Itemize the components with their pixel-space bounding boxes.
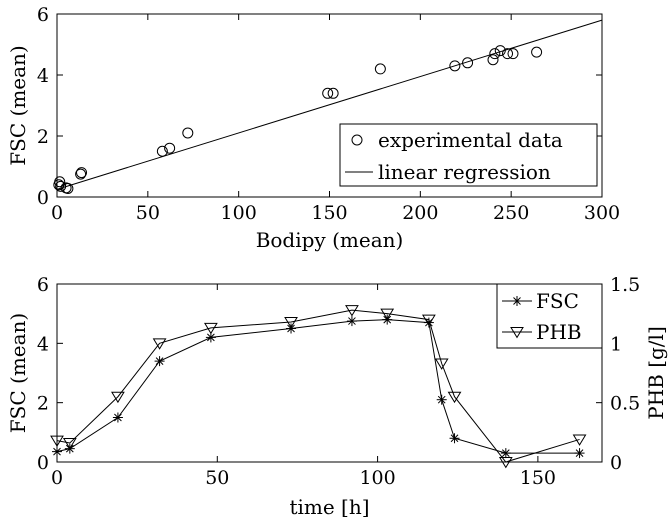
x-axis-label: time [h]	[289, 495, 369, 519]
x-tick-label: 150	[311, 202, 347, 224]
y-right-tick-label: 0	[610, 452, 622, 474]
data-point	[449, 60, 461, 72]
data-point	[489, 48, 501, 60]
data-point	[164, 142, 176, 154]
data-point	[322, 87, 334, 99]
legend-box-bottom	[496, 283, 603, 349]
y-tick-label: 4	[37, 333, 49, 355]
y-tick-label: 2	[37, 393, 49, 415]
plot-frame-bottom	[56, 283, 603, 463]
data-point	[494, 45, 506, 57]
legend-box-top	[339, 123, 598, 187]
data-point	[54, 176, 66, 188]
data-point-phb	[62, 438, 77, 450]
y-axis-label: FSC (mean)	[6, 45, 30, 165]
data-point	[156, 145, 168, 157]
data-point-phb	[421, 314, 436, 326]
x-tick-label: 100	[359, 467, 395, 489]
legend-marker-circle	[351, 134, 363, 146]
data-point-fsc	[436, 394, 447, 405]
series-line-phb	[56, 309, 580, 463]
x-tick-label: 50	[136, 202, 160, 224]
data-point-phb	[284, 316, 298, 329]
data-point-fsc	[52, 446, 62, 457]
data-point-phb	[111, 391, 125, 404]
legend-marker-triangle	[510, 327, 524, 339]
y-tick-label: 4	[37, 65, 49, 87]
data-point	[76, 167, 88, 179]
data-point-phb	[203, 322, 218, 335]
data-point-phb	[345, 305, 359, 317]
data-point-phb	[498, 457, 513, 469]
data-point-phb	[572, 434, 587, 446]
data-point	[182, 127, 194, 139]
legend-label: FSC	[536, 289, 579, 313]
data-point-fsc	[286, 323, 297, 334]
y-tick-label: 6	[37, 4, 49, 26]
data-point-fsc	[154, 356, 165, 367]
x-tick-label: 50	[205, 467, 229, 489]
y-axis-label-right: PHB [g/l]	[644, 326, 668, 420]
data-point-fsc	[449, 433, 460, 444]
y-tick-label: 6	[37, 274, 49, 296]
x-tick-label: 0	[51, 202, 63, 224]
y-tick-label: 2	[37, 126, 49, 148]
data-point-fsc	[205, 332, 216, 343]
data-point	[55, 180, 67, 192]
y-right-tick-label: 0.5	[610, 393, 640, 415]
y-axis-label: FSC (mean)	[6, 313, 30, 433]
legend-label: linear regression	[378, 160, 551, 184]
x-tick-label: 250	[493, 202, 529, 224]
data-point-fsc	[574, 448, 585, 459]
x-tick-label: 200	[402, 202, 438, 224]
y-right-tick-label: 1.5	[610, 274, 640, 296]
data-point	[62, 182, 74, 194]
data-point-phb	[380, 308, 395, 321]
data-point-phb	[152, 338, 167, 350]
y-tick-label: 0	[37, 452, 49, 474]
x-tick-label: 150	[520, 467, 556, 489]
regression-line	[56, 19, 603, 190]
data-point	[462, 57, 474, 69]
data-point-phb	[447, 391, 462, 404]
y-right-tick-label: 1	[610, 333, 622, 355]
legend-label: experimental data	[378, 128, 563, 152]
data-point	[531, 46, 543, 58]
data-point	[75, 168, 87, 180]
data-point	[507, 48, 519, 60]
data-point	[487, 54, 499, 66]
data-point-fsc	[112, 412, 123, 423]
data-point-phb	[50, 435, 64, 448]
data-point-fsc	[346, 316, 357, 327]
x-tick-label: 0	[51, 467, 63, 489]
x-axis-label: Bodipy (mean)	[256, 228, 404, 252]
legend-marker-asterisk	[512, 296, 522, 306]
data-point-fsc	[500, 448, 511, 459]
data-point	[374, 63, 386, 75]
data-point	[327, 87, 339, 99]
x-tick-label: 300	[584, 202, 620, 224]
data-point	[502, 48, 514, 60]
x-tick-label: 100	[221, 202, 257, 224]
legend-label: PHB	[536, 320, 582, 344]
data-point-phb	[434, 358, 449, 370]
y-tick-label: 0	[37, 187, 49, 209]
